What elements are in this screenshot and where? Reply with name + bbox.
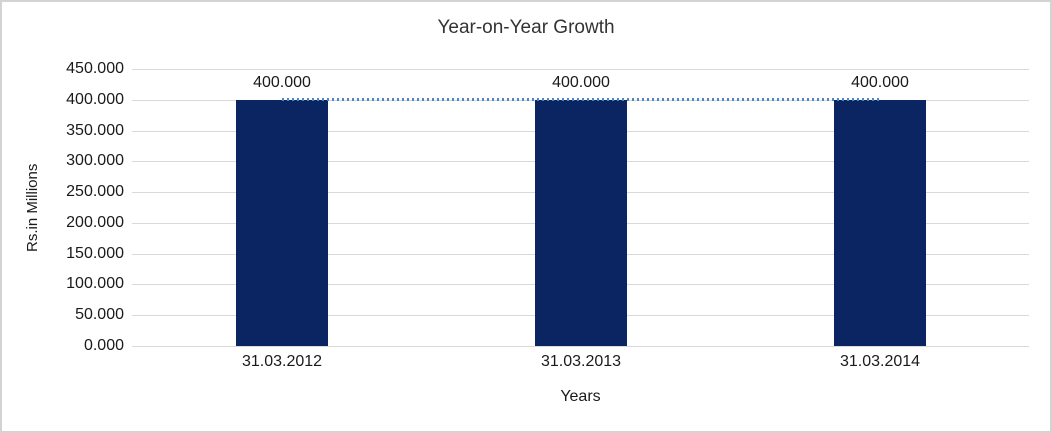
y-axis-labels: 450.000 400.000 350.000 300.000 250.000 200.0… <box>2 60 124 354</box>
bar[interactable] <box>834 100 926 346</box>
bar[interactable] <box>236 100 328 346</box>
trendline[interactable] <box>282 98 880 101</box>
y-tick-label: 450.000 <box>66 60 124 77</box>
bar-data-label: 400.000 <box>253 74 311 91</box>
gridline <box>132 69 1029 70</box>
x-tick-label: 31.03.2013 <box>540 353 622 370</box>
bar-data-label: 400.000 <box>552 74 610 91</box>
bar-data-label: 400.000 <box>851 74 909 91</box>
y-tick-label: 150.000 <box>66 245 124 262</box>
bar[interactable] <box>535 100 627 346</box>
y-tick-label: 350.000 <box>66 122 124 139</box>
chart-title: Year-on-Year Growth <box>437 17 615 38</box>
x-axis-labels: 31.03.2012 31.03.2013 31.03.2014 <box>132 353 1029 375</box>
y-tick-label: 0.000 <box>83 337 124 354</box>
gridline <box>132 346 1029 347</box>
y-tick-label: 200.000 <box>66 214 124 231</box>
y-tick-label: 100.000 <box>66 275 124 292</box>
y-tick-label: 300.000 <box>66 152 124 169</box>
y-tick-label: 400.000 <box>66 91 124 108</box>
plot-area: 400.000 400.000 400.000 <box>132 69 1029 347</box>
y-tick-label: 50.000 <box>75 306 124 323</box>
y-tick-label: 250.000 <box>66 183 124 200</box>
x-axis-title: Years <box>560 388 601 405</box>
x-tick-label: 31.03.2012 <box>241 353 323 370</box>
x-tick-label: 31.03.2014 <box>839 353 921 370</box>
